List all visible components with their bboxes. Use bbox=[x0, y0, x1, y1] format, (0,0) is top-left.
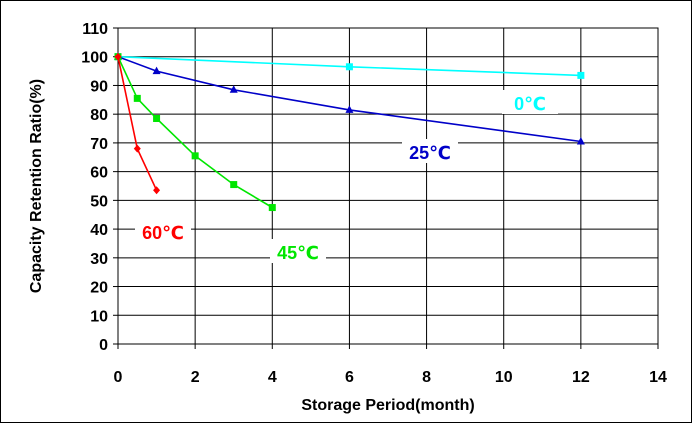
y-tick-label: 0 bbox=[99, 337, 108, 354]
data-point bbox=[576, 136, 585, 145]
data-point bbox=[345, 63, 353, 71]
data-point bbox=[153, 186, 161, 195]
series-label-25: 25℃ bbox=[409, 143, 451, 163]
series-label-bg bbox=[502, 90, 558, 114]
x-tick-label: 2 bbox=[191, 369, 200, 386]
data-point bbox=[229, 85, 238, 93]
y-tick-label: 60 bbox=[90, 165, 108, 182]
y-tick-label: 110 bbox=[82, 21, 108, 38]
y-tick-label: 80 bbox=[90, 107, 108, 124]
series-label-0: 0℃ bbox=[514, 94, 546, 114]
series-60 bbox=[114, 52, 161, 195]
y-tick-label: 100 bbox=[81, 50, 108, 67]
y-tick-label: 20 bbox=[90, 280, 108, 297]
data-point bbox=[577, 71, 585, 79]
data-point bbox=[133, 94, 141, 102]
data-point bbox=[345, 105, 354, 113]
x-tick-label: 6 bbox=[345, 369, 354, 386]
series-label-bg bbox=[270, 239, 326, 263]
y-tick-label: 30 bbox=[90, 251, 108, 268]
y-tick-label: 90 bbox=[90, 78, 108, 95]
data-point bbox=[133, 144, 141, 153]
series-line bbox=[117, 56, 158, 191]
x-tick-label: 0 bbox=[114, 369, 123, 386]
y-tick-label: 10 bbox=[90, 308, 108, 325]
x-tick-label: 14 bbox=[649, 369, 667, 386]
data-point bbox=[152, 66, 161, 75]
x-axis-title: Storage Period(month) bbox=[301, 397, 474, 414]
data-point bbox=[114, 52, 122, 61]
x-tick-label: 8 bbox=[422, 369, 431, 386]
data-point bbox=[191, 152, 199, 160]
x-tick-label: 10 bbox=[495, 369, 513, 386]
y-tick-label: 50 bbox=[90, 193, 108, 210]
data-point bbox=[230, 181, 238, 189]
plot-area bbox=[117, 27, 659, 345]
series-label-45: 45℃ bbox=[277, 243, 319, 263]
series-line bbox=[117, 56, 273, 209]
data-point bbox=[153, 114, 161, 122]
data-point bbox=[268, 204, 276, 212]
series-label-bg bbox=[402, 139, 458, 163]
y-tick-label: 40 bbox=[90, 222, 108, 239]
x-tick-label: 4 bbox=[268, 369, 277, 386]
x-tick-label: 12 bbox=[572, 369, 590, 386]
series-label-bg bbox=[135, 219, 191, 243]
series-label-60: 60℃ bbox=[142, 223, 184, 243]
y-axis-title: Capacity Retention Ratio(%) bbox=[28, 79, 45, 293]
y-tick-label: 70 bbox=[90, 136, 108, 153]
